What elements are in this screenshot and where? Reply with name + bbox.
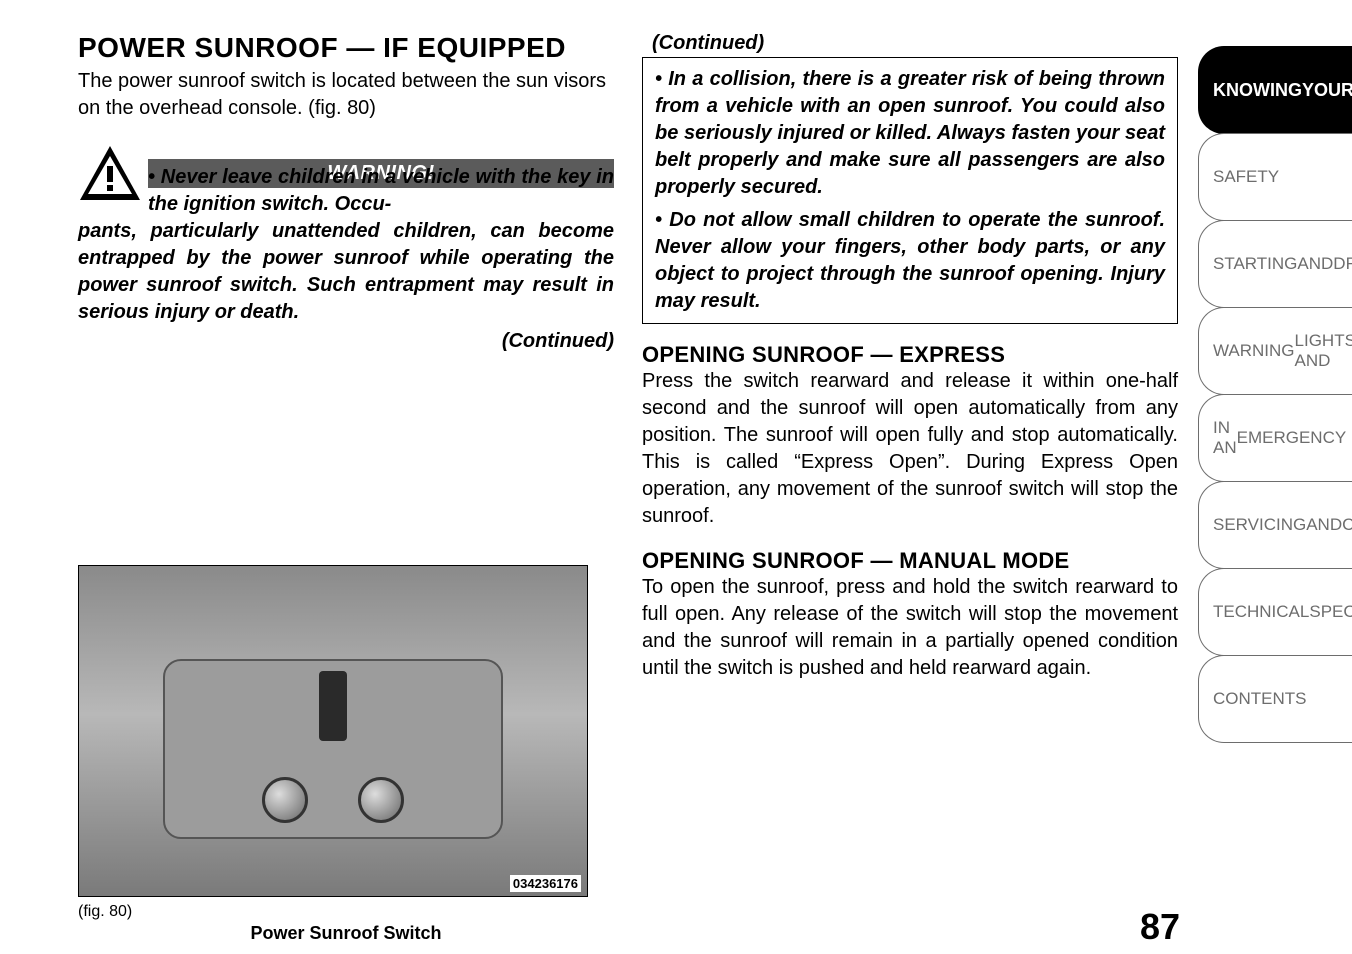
content-area: POWER SUNROOF — IF EQUIPPED The power su… — [0, 0, 1198, 954]
tab-label-line: SERVICING — [1213, 515, 1306, 535]
intro-paragraph: The power sunroof switch is located betw… — [78, 68, 614, 122]
map-lights-graphic — [262, 777, 404, 823]
section-tab-5[interactable]: SERVICINGANDCARE — [1198, 481, 1352, 569]
tab-label-line: STARTING — [1213, 254, 1297, 274]
left-column: POWER SUNROOF — IF EQUIPPED The power su… — [78, 32, 614, 944]
section-tab-7[interactable]: CONTENTS — [1198, 655, 1352, 743]
section-tab-6[interactable]: TECHNICALSPECIFICATIONS — [1198, 568, 1352, 656]
tab-label-line: KNOWING — [1213, 80, 1302, 101]
tab-label-line: CONTENTS — [1213, 689, 1307, 709]
tab-label-line: CARE — [1342, 515, 1352, 535]
section-tab-2[interactable]: STARTINGANDDRIVING — [1198, 220, 1352, 308]
right-column: (Continued) • In a collision, there is a… — [642, 32, 1178, 944]
express-open-body: Press the switch rearward and release it… — [642, 368, 1178, 530]
sunroof-switch-photo: 034236176 — [78, 565, 588, 897]
overhead-console-graphic — [163, 659, 503, 839]
page-number: 87 — [1140, 906, 1180, 948]
tab-label-line: SAFETY — [1213, 167, 1279, 187]
section-tabs: KNOWINGYOURVEHICLESAFETYSTARTINGANDDRIVI… — [1198, 0, 1352, 954]
sunroof-switch-graphic — [319, 671, 347, 741]
warning-box-p1: • In a collision, there is a greater ris… — [655, 66, 1165, 201]
section-tab-0[interactable]: KNOWINGYOURVEHICLE — [1198, 46, 1352, 134]
warning-box-p2: • Do not allow small children to operate… — [655, 207, 1165, 315]
tab-label-line: TECHNICAL — [1213, 602, 1309, 622]
continued-label: (Continued) — [78, 330, 614, 353]
figure-number: (fig. 80) — [78, 903, 614, 921]
section-tab-1[interactable]: SAFETY — [1198, 133, 1352, 221]
tab-label-line: DRIVING — [1333, 254, 1352, 274]
warning-triangle-icon — [78, 144, 142, 202]
tab-label-line: LIGHTS AND — [1295, 331, 1352, 370]
tab-label-line: IN AN — [1213, 418, 1237, 457]
section-tab-3[interactable]: WARNINGLIGHTS ANDMESSAGES — [1198, 307, 1352, 395]
tab-label-line: EMERGENCY — [1237, 428, 1347, 448]
figure-caption: Power Sunroof Switch — [78, 923, 614, 944]
tab-label-line: AND — [1297, 254, 1333, 274]
continued-label-top: (Continued) — [652, 32, 1178, 55]
image-id: 034236176 — [510, 875, 581, 892]
express-open-heading: OPENING SUNROOF — EXPRESS — [642, 342, 1178, 368]
manual-page: POWER SUNROOF — IF EQUIPPED The power su… — [0, 0, 1352, 954]
tab-label-line: YOUR — [1302, 80, 1352, 101]
manual-mode-body: To open the sunroof, press and hold the … — [642, 574, 1178, 682]
manual-mode-heading: OPENING SUNROOF — MANUAL MODE — [642, 548, 1178, 574]
tab-label-line: WARNING — [1213, 341, 1295, 361]
map-light-right — [358, 777, 404, 823]
tab-label-line: SPECIFICATIONS — [1309, 602, 1352, 622]
section-heading: POWER SUNROOF — IF EQUIPPED — [78, 32, 614, 64]
figure-block: 034236176 (fig. 80) Power Sunroof Switch — [78, 565, 614, 944]
warning-body: • Never leave children in a vehicle with… — [78, 202, 614, 326]
warning-lead-text: • Never leave children in a vehicle with… — [148, 164, 614, 218]
map-light-left — [262, 777, 308, 823]
warning-rest-text: pants, particularly unattended children,… — [78, 220, 614, 323]
tab-label-line: AND — [1306, 515, 1342, 535]
section-tab-4[interactable]: IN ANEMERGENCY — [1198, 394, 1352, 482]
warning-continuation-box: • In a collision, there is a greater ris… — [642, 57, 1178, 324]
